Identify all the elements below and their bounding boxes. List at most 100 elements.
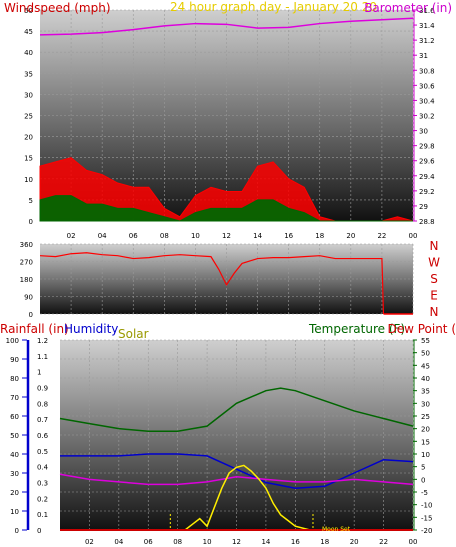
rainfall-tick: 0.7: [37, 416, 48, 424]
wind-grid: [40, 9, 414, 222]
temp-x-tick: 12: [232, 538, 241, 546]
barometer-tick: 31: [419, 52, 428, 60]
temp-x-tick: 00: [409, 538, 418, 546]
barometer-tick: 29.8: [419, 143, 435, 151]
rainfall-tick: 0.2: [37, 495, 48, 503]
humidity-tick: 50: [10, 432, 19, 440]
temp-x-tick: 20: [350, 538, 359, 546]
wind-x-axis-ticks: 02 04 06 08 10 12 14 16 18 20 22 00: [67, 232, 418, 240]
wind-direction-line: [39, 252, 385, 315]
barometer-line: [39, 17, 414, 36]
temperature-tick: 15: [421, 438, 430, 446]
humidity-tick: 40: [10, 451, 19, 459]
humidity-tick: 60: [10, 413, 19, 421]
windspeed-tick: 40: [24, 49, 33, 57]
windspeed-tick: 20: [24, 134, 33, 142]
temp-x-tick: 16: [291, 538, 300, 546]
windspeed-tick: 35: [24, 70, 33, 78]
barometer-tick: 28.8: [419, 218, 435, 226]
temperature-axis-ticks: -20 -15 -10 -5 0 5 10 15 20 25 30 35 40 45 50 55: [413, 337, 432, 535]
barometer-tick: 29.4: [419, 173, 435, 181]
windspeed-tick: 15: [24, 155, 33, 163]
barometer-tick: 30.8: [419, 67, 435, 75]
humidity-tick: 90: [10, 356, 19, 364]
rainfall-tick: 1.1: [37, 353, 48, 361]
wind-x-tick: 02: [67, 232, 76, 240]
barometer-tick: 29: [419, 203, 428, 211]
temperature-tick: 55: [421, 337, 430, 345]
humidity-line: [60, 453, 414, 489]
wind-x-tick: 10: [191, 232, 200, 240]
moon-set-label: Moon Set: [322, 526, 351, 533]
wind-x-tick: 20: [346, 232, 355, 240]
temperature-tick: 5: [421, 464, 425, 472]
wind-x-tick: 16: [284, 232, 293, 240]
temp-x-tick: 06: [144, 538, 153, 546]
direction-tick: 180: [20, 276, 33, 284]
rainfall-tick: 0.9: [37, 385, 48, 393]
temperature-tick: 0: [421, 476, 425, 484]
temp-x-tick: 10: [203, 538, 212, 546]
rainfall-tick: 0.5: [37, 448, 48, 456]
humidity-tick: 30: [10, 470, 19, 478]
compass-label: E: [430, 289, 438, 303]
windspeed-tick: 25: [24, 113, 33, 121]
compass-label: N: [430, 305, 439, 319]
temperature-tick: -10: [421, 502, 432, 510]
barometer-tick: 31.4: [419, 22, 435, 30]
rainfall-tick: 1.2: [37, 337, 48, 345]
rainfall-tick: 0: [37, 527, 41, 535]
temp-x-tick: 14: [261, 538, 270, 546]
compass-label: N: [430, 239, 439, 253]
temperature-tick: -5: [421, 489, 428, 497]
barometer-axis-ticks: 28.8 29 29.2 29.4 29.6 29.8 30 30.2 30.4 30.6 30.8…: [413, 7, 435, 226]
wind-x-tick: 04: [98, 232, 107, 240]
windspeed-tick: 0: [29, 218, 33, 226]
direction-tick: 0: [29, 311, 33, 319]
humidity-axis-ticks: 0 10 20 30 40 50 60 70 80 90 100: [6, 337, 30, 535]
wind-average-area: [39, 195, 413, 222]
temp-x-tick: 22: [379, 538, 388, 546]
direction-series: [39, 252, 413, 315]
windspeed-axis-ticks: 0 5 10 15 20 25 30 35 40 45 50: [24, 7, 33, 226]
direction-axis-ticks: 0 90 180 270 360: [20, 241, 33, 319]
windspeed-tick: 10: [24, 176, 33, 184]
temp-x-tick: 08: [173, 538, 182, 546]
barometer-tick: 30.4: [419, 97, 435, 105]
compass-label: S: [430, 272, 438, 286]
rainfall-tick: 1: [37, 369, 41, 377]
temperature-f-line: [59, 387, 414, 432]
dewpoint-title: Dew Point (: [387, 322, 456, 336]
windspeed-tick: 45: [24, 28, 33, 36]
humidity-title: Humidity: [64, 322, 118, 336]
temperature-tick: 30: [421, 400, 430, 408]
humidity-tick: 100: [6, 337, 19, 345]
dew-point-line: [59, 473, 414, 486]
temperature-tick: 10: [421, 451, 430, 459]
windspeed-tick: 5: [29, 197, 33, 205]
temp-x-axis-ticks: 02 04 06 08 10 12 14 16 18 20 22 00: [85, 538, 418, 546]
wind-x-tick: 08: [160, 232, 169, 240]
direction-tick: 360: [20, 241, 33, 249]
humidity-tick: 20: [10, 489, 19, 497]
temp-series: [59, 387, 414, 531]
temperature-tick: 35: [421, 388, 430, 396]
temperature-tick: 45: [421, 362, 430, 370]
barometer-tick: 30.6: [419, 82, 435, 90]
rainfall-tick: 0.3: [37, 480, 48, 488]
rainfall-tick: 0.1: [37, 511, 48, 519]
wind-series: [39, 17, 414, 222]
humidity-tick: 10: [10, 508, 19, 516]
humidity-tick: 70: [10, 394, 19, 402]
humidity-tick: 0: [15, 527, 19, 535]
temp-x-tick: 02: [85, 538, 94, 546]
temp-x-tick: 04: [114, 538, 123, 546]
temperature-tick: -15: [421, 514, 432, 522]
solar-line: [184, 464, 311, 531]
temperature-tick: 40: [421, 375, 430, 383]
windspeed-title: Windspeed (mph): [4, 1, 111, 15]
compass-label: W: [428, 256, 440, 270]
barometer-tick: 29.2: [419, 188, 435, 196]
